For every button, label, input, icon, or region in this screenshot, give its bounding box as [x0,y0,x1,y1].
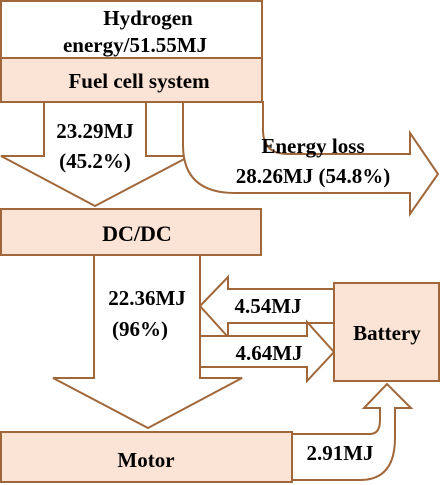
fc-to-dcdc-percent: (45.2%) [59,149,131,173]
energy-loss-arrow [182,101,440,218]
dcdc-box [0,208,262,256]
hydrogen-label-line1: Hydrogen [103,6,193,30]
fc-to-dcdc-arrow [0,101,191,208]
battery-label: Battery [353,321,421,345]
motor-to-battery-value: 2.91MJ [306,441,373,465]
battery-box [333,282,440,382]
dcdc-label: DC/DC [102,221,172,246]
fuel-cell-label: Fuel cell system [68,69,210,93]
hydrogen-box [0,0,263,59]
dcdc-to-motor-percent: (96%) [112,317,168,341]
fuel-cell-box [0,57,263,103]
hydrogen-label-line2: energy/51.55MJ [63,33,207,57]
dcdc-to-motor-value: 22.36MJ [108,286,186,310]
fc-to-dcdc-value: 23.29MJ [56,119,134,143]
motor-to-battery-arrow [291,382,414,481]
battery-to-dcdc-value: 4.54MJ [234,294,301,318]
motor-label: Motor [117,448,174,472]
battery-to-dcdc-arrow [198,274,335,340]
energy-loss-label: Energy loss [261,134,364,158]
motor-box [0,431,293,483]
dcdc-to-motor-arrow [52,254,243,430]
dcdc-to-battery-arrow [199,319,336,384]
dcdc-to-battery-value: 4.64MJ [235,341,302,365]
energy-loss-value: 28.26MJ (54.8%) [236,164,391,188]
